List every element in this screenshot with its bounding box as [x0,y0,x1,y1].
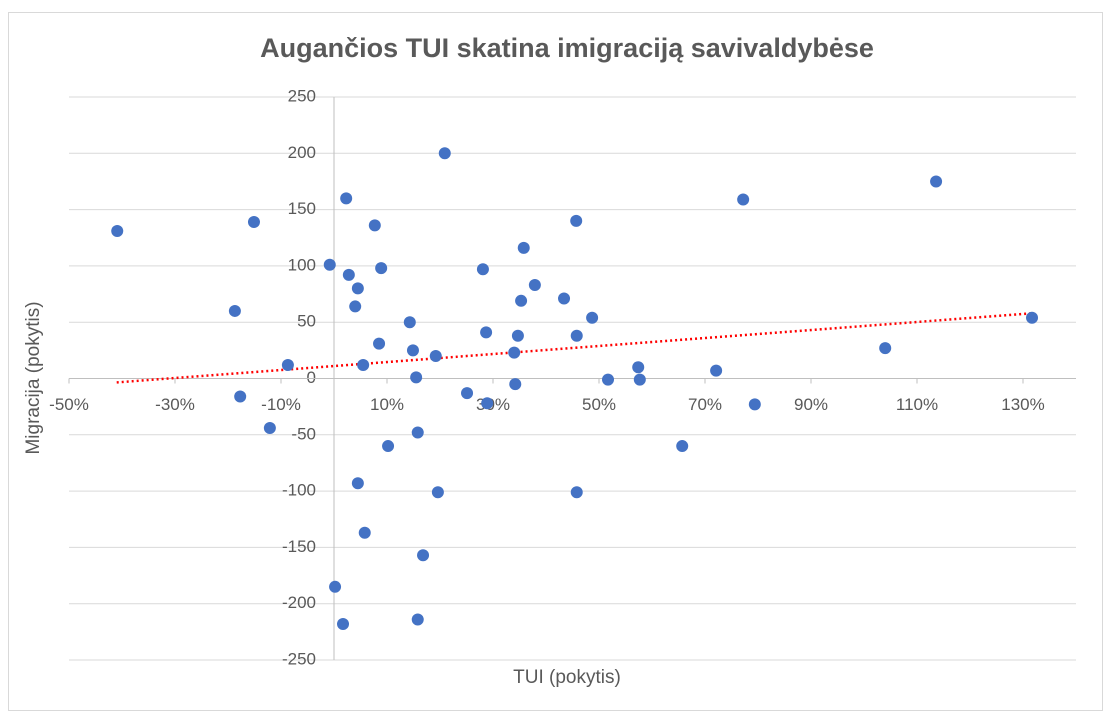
x-tick-label: -30% [155,395,195,414]
point [511,329,524,342]
chart-frame [8,12,1103,711]
point [480,326,493,339]
point [528,279,541,292]
y-tick-label: 200 [288,143,316,162]
point [438,147,451,160]
point [515,294,528,307]
point [1026,311,1039,324]
point [247,215,260,228]
y-tick-label: 50 [297,312,316,331]
x-tick-label: -10% [261,395,301,414]
point [351,282,364,295]
x-tick-label: 110% [896,395,938,414]
point [632,361,645,374]
point [349,300,362,313]
y-tick-label: -150 [282,537,316,556]
point [676,440,689,453]
point [111,224,124,237]
point [570,486,583,499]
point [411,613,424,626]
point [228,304,241,317]
point [382,440,395,453]
point [431,486,444,499]
point [375,262,388,275]
point [340,192,353,205]
y-tick-label: -250 [282,649,316,668]
point [342,268,355,281]
point [373,337,386,350]
point [234,390,247,403]
point [357,358,370,371]
point [737,193,750,206]
point [879,342,892,355]
point [263,422,276,435]
point [323,258,336,271]
point [476,263,489,276]
point [481,397,494,410]
point [337,617,350,630]
point [403,316,416,329]
y-tick-label: -50 [291,424,316,443]
point [558,292,571,305]
point [358,526,371,539]
x-tick-label: 130% [1001,395,1044,414]
y-tick-label: 0 [307,368,316,387]
point [406,344,419,357]
point [570,329,583,342]
x-tick-label: 10% [370,395,404,414]
chart-title: Augančios TUI skatina imigraciją savival… [260,33,874,63]
plot: -250 -200 -150 -100 -50 0 50 100 150 200 250 -50% -3… [49,86,1076,668]
point [633,373,646,386]
point [429,349,442,362]
y-tick-label: 250 [288,86,316,105]
point [410,371,423,384]
point [930,175,943,188]
point [417,549,430,562]
point [281,358,294,371]
point [748,398,761,411]
point [351,477,364,490]
point [411,426,424,439]
point [586,311,599,324]
y-tick-label: 100 [288,255,316,274]
x-tick-label: 50% [582,395,616,414]
point [509,378,522,391]
y-tick-label: 150 [288,199,316,218]
point [461,387,474,400]
x-tick-label: -50% [49,395,89,414]
y-axis-label: Migracija (pokytis) [23,301,44,454]
point [710,364,723,377]
point [368,219,381,232]
point [570,214,583,227]
trendline [116,311,1034,384]
point [602,373,615,386]
y-tick-label: -200 [282,593,316,612]
x-axis-label: TUI (pokytis) [513,667,621,688]
point [508,346,521,359]
x-tick-label: 90% [794,395,828,414]
point [329,580,342,593]
x-tick-label: 70% [688,395,722,414]
y-tick-label: -100 [282,481,316,500]
point [517,241,530,254]
